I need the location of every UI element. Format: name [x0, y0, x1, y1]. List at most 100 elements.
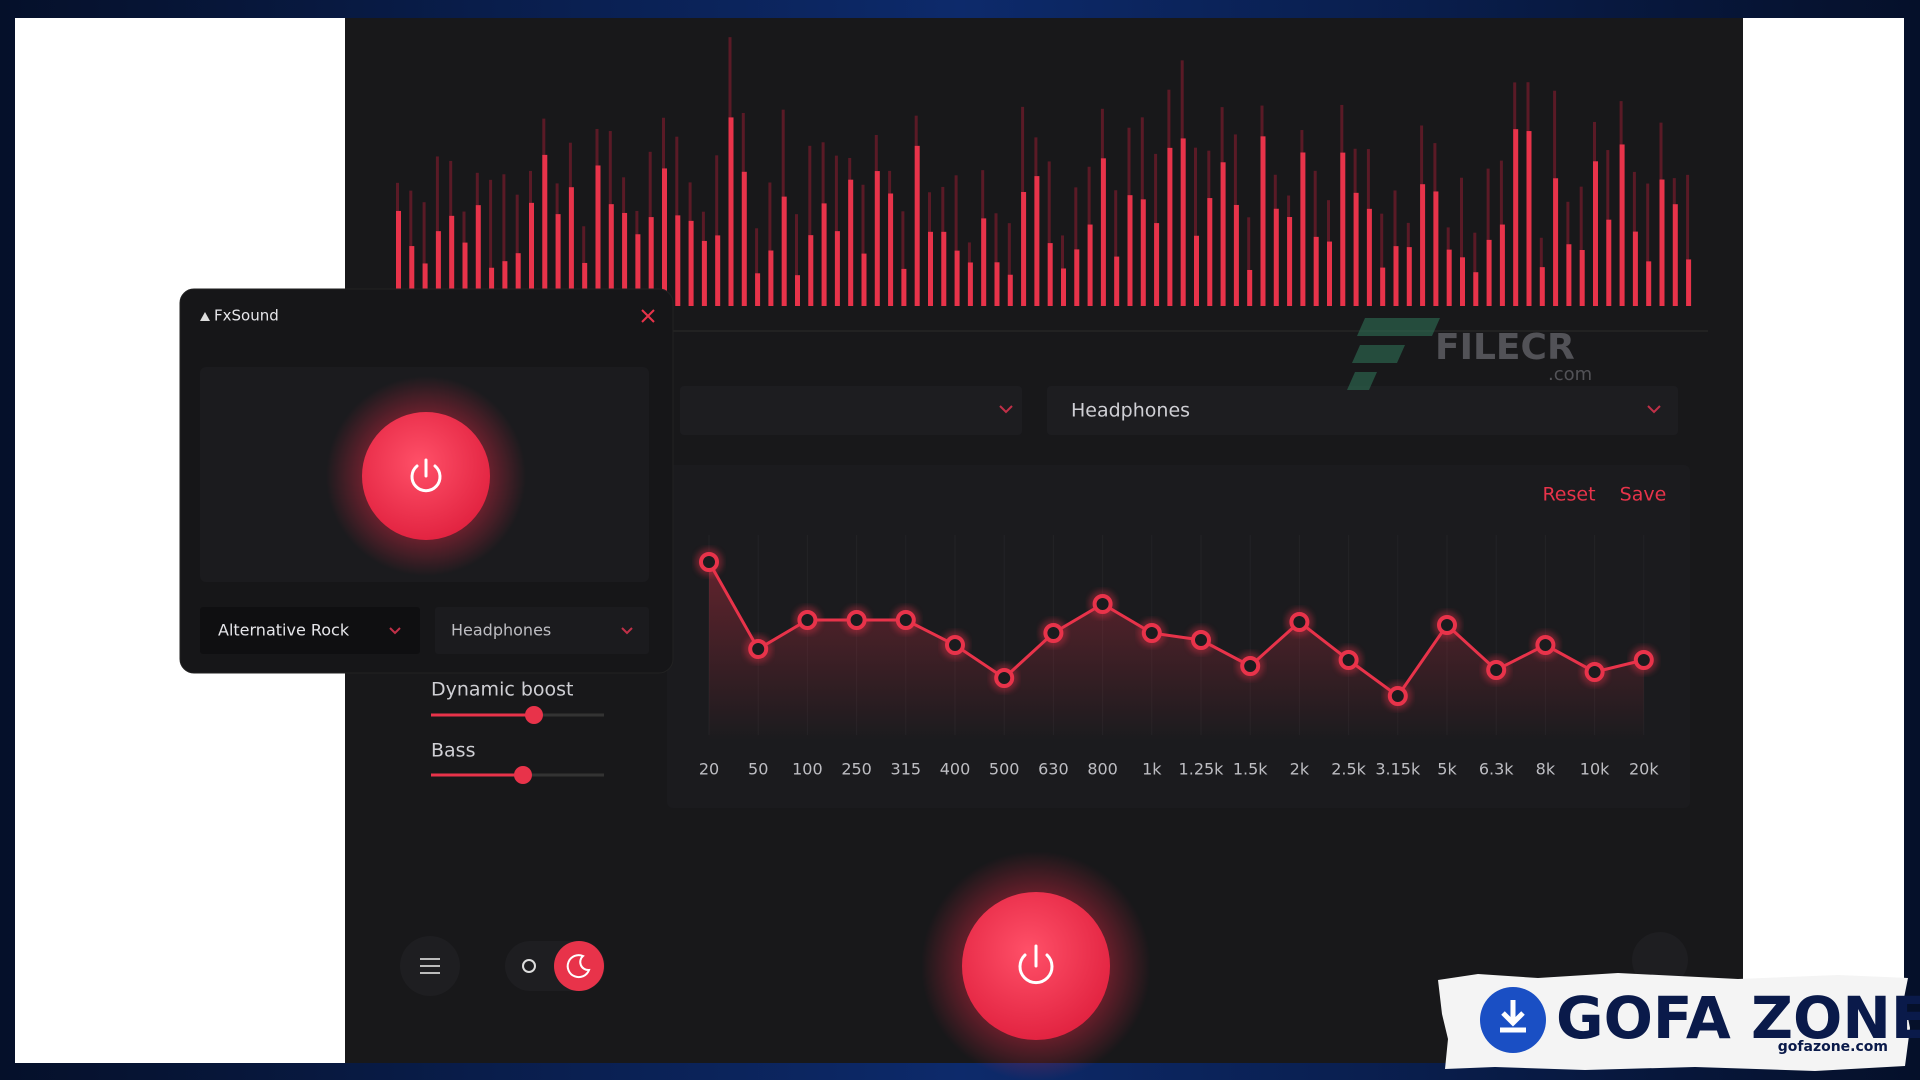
spectrum-bar [1100, 158, 1106, 306]
save-button[interactable]: Save [1620, 484, 1667, 506]
spectrum-bar [888, 193, 894, 306]
eq-band-label: 315 [891, 760, 922, 779]
eq-band-label: 6.3k [1479, 760, 1514, 779]
eq-node[interactable] [748, 639, 769, 659]
chevron [999, 405, 1013, 414]
spectrum-peak [1646, 183, 1650, 306]
eq-node[interactable] [1437, 615, 1457, 635]
spectrum-peak [861, 184, 865, 306]
spectrum-bar [422, 263, 428, 306]
spectrum-bar [1486, 239, 1492, 306]
spectrum-peak [1486, 168, 1490, 306]
output-label: Headphones [1071, 400, 1190, 422]
preset-dropdown[interactable] [680, 386, 1022, 435]
output-select[interactable] [435, 607, 649, 654]
preset-label: Alternative Rock [218, 621, 350, 640]
eq-node[interactable] [1092, 594, 1113, 614]
spectrum-peak [1579, 186, 1583, 306]
spectrum-bar [1260, 136, 1266, 306]
eq-node[interactable] [895, 610, 916, 630]
spectrum-bar [568, 187, 574, 306]
moon-button[interactable] [554, 941, 604, 991]
slider-label: Bass [431, 740, 475, 762]
spectrum-bar [1686, 259, 1692, 306]
equalizer: 20 50 100 250 315 400 500 630 800 1k 1.25k 1.5k 2k 2.… [695, 535, 1659, 779]
close-button[interactable] [641, 309, 655, 323]
reset-button[interactable]: Reset [1542, 484, 1595, 506]
slider-knob[interactable] [514, 766, 532, 784]
eq-node[interactable] [1289, 612, 1310, 632]
spectrum-bar [1460, 257, 1465, 306]
spectrum-peak [1247, 217, 1251, 306]
badge-paper [1438, 973, 1910, 1071]
spectrum-bar [475, 205, 481, 306]
eq-node[interactable] [797, 610, 818, 630]
spectrum-bar [1566, 244, 1572, 306]
spectrum-bar [1167, 147, 1173, 306]
eq-node[interactable] [1338, 650, 1359, 670]
spectrum-bar [728, 117, 734, 306]
spectrum-peak [1074, 187, 1078, 306]
badge-domain: gofazone.com [1778, 1039, 1888, 1055]
collapse-button[interactable] [1632, 932, 1688, 988]
eq-node[interactable] [699, 552, 719, 572]
spectrum-peak [755, 228, 759, 306]
spectrum-peak [1686, 174, 1690, 306]
eq-node[interactable] [1191, 630, 1211, 650]
eq-node[interactable] [1584, 662, 1605, 682]
spectrum-bar [781, 196, 787, 306]
spectrum-peak [901, 211, 905, 306]
spectrum-peak [954, 175, 958, 306]
eq-node[interactable] [1240, 656, 1261, 676]
spectrum-peak [1007, 223, 1011, 306]
eq-node[interactable] [1486, 660, 1507, 680]
spectrum-bar [1499, 224, 1505, 306]
spectrum-bar [701, 240, 707, 306]
output-dropdown[interactable] [1047, 386, 1678, 435]
spectrum-bar [648, 217, 654, 306]
eq-node[interactable] [1633, 650, 1654, 670]
spectrum-bar [595, 165, 601, 306]
spectrum-bar [1659, 179, 1665, 306]
eq-band-label: 8k [1536, 760, 1556, 779]
spectrum-bar [1473, 272, 1479, 306]
spectrum-peak [502, 174, 506, 306]
spectrum-bar [1074, 249, 1080, 306]
spectrum-bar [795, 275, 800, 306]
spectrum-bar [449, 215, 455, 306]
spectrum-bar [861, 253, 867, 306]
spectrum-peak [489, 179, 493, 306]
spectrum-bar [1207, 198, 1213, 306]
eq-node[interactable] [1141, 623, 1162, 643]
eq-node[interactable] [1535, 635, 1556, 655]
eq-node[interactable] [846, 610, 867, 630]
slider-knob[interactable] [525, 706, 543, 724]
spectrum-bar [1539, 267, 1545, 306]
spectrum-bar [515, 253, 521, 306]
spectrum-bar [1433, 191, 1439, 306]
eq-band-label: 2.5k [1331, 760, 1366, 779]
sun-icon [522, 959, 536, 973]
eq-node[interactable] [994, 668, 1015, 688]
spectrum-peak [1380, 213, 1384, 306]
chevron [389, 627, 401, 635]
eq-band-label: 1.5k [1233, 760, 1268, 779]
spectrum-bar [994, 262, 1000, 306]
preset-select[interactable] [200, 607, 420, 654]
spectrum-bar [1553, 178, 1559, 306]
spectrum-bar [1646, 261, 1652, 306]
spectrum-bar [1233, 204, 1239, 306]
eq-node[interactable] [1043, 623, 1064, 643]
slider-label: Dynamic boost [431, 679, 574, 701]
spectrum-bar [741, 171, 747, 306]
watermark-logo [1347, 318, 1440, 390]
spectrum-bar [489, 267, 495, 306]
spectrum-bar [608, 204, 614, 306]
eq-node[interactable] [1387, 686, 1408, 706]
power-icon [410, 458, 442, 493]
eq-node[interactable] [945, 635, 965, 655]
eq-band-label: 400 [940, 760, 971, 779]
spectrum-bar [901, 268, 907, 306]
